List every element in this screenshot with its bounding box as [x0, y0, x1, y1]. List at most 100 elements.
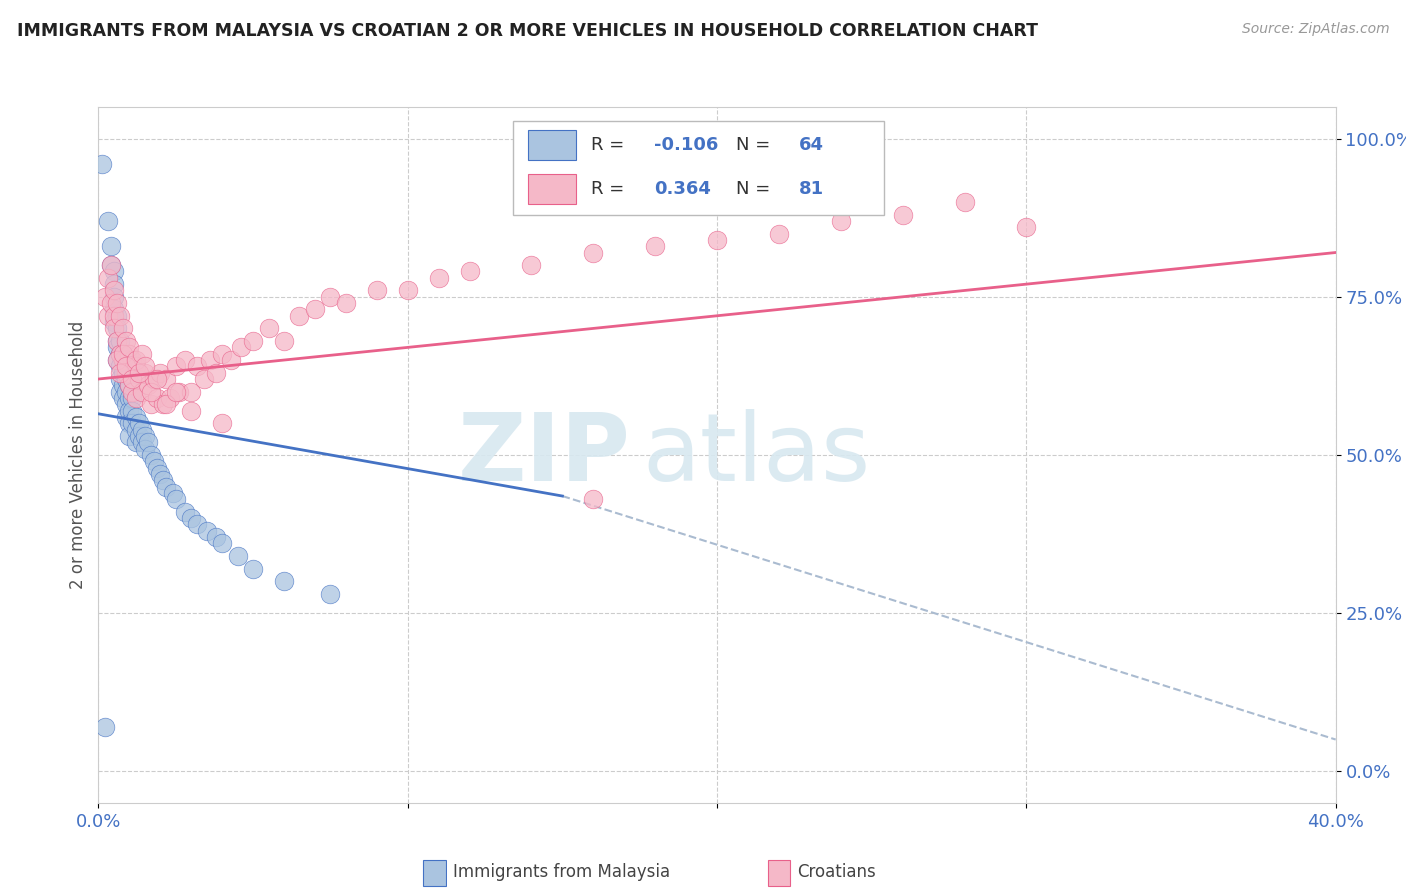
Point — [396, 284, 419, 298]
Point — [118, 340, 141, 354]
Point — [152, 473, 174, 487]
Point — [97, 270, 120, 285]
Point — [105, 334, 128, 348]
Point — [211, 536, 233, 550]
Point — [155, 479, 177, 493]
Point — [108, 372, 131, 386]
Point — [112, 391, 135, 405]
Point — [193, 372, 215, 386]
Point — [273, 334, 295, 348]
Point — [335, 296, 357, 310]
Point — [105, 340, 128, 354]
Text: ZIP: ZIP — [457, 409, 630, 501]
Text: Immigrants from Malaysia: Immigrants from Malaysia — [453, 863, 669, 881]
Point — [167, 384, 190, 399]
Point — [146, 460, 169, 475]
Point — [165, 359, 187, 374]
Point — [124, 353, 146, 368]
Point — [128, 372, 150, 386]
Point — [520, 258, 543, 272]
Point — [319, 587, 342, 601]
Point — [108, 347, 131, 361]
Point — [124, 359, 146, 374]
Point — [103, 315, 125, 329]
Point — [108, 366, 131, 380]
Point — [121, 391, 143, 405]
Point — [139, 397, 162, 411]
Point — [186, 517, 208, 532]
Point — [211, 347, 233, 361]
Point — [112, 321, 135, 335]
Point — [115, 359, 138, 374]
Point — [105, 334, 128, 348]
Point — [105, 321, 128, 335]
Point — [139, 448, 162, 462]
Point — [118, 403, 141, 417]
Point — [366, 284, 388, 298]
Point — [128, 429, 150, 443]
Point — [830, 214, 852, 228]
Point — [136, 435, 159, 450]
Point — [93, 290, 115, 304]
Point — [582, 492, 605, 507]
Point — [706, 233, 728, 247]
Point — [458, 264, 481, 278]
Text: IMMIGRANTS FROM MALAYSIA VS CROATIAN 2 OR MORE VEHICLES IN HOUSEHOLD CORRELATION: IMMIGRANTS FROM MALAYSIA VS CROATIAN 2 O… — [17, 22, 1038, 40]
Point — [103, 302, 125, 317]
Text: atlas: atlas — [643, 409, 872, 501]
Point — [131, 423, 153, 437]
Point — [118, 429, 141, 443]
Point — [159, 391, 181, 405]
Point — [124, 409, 146, 424]
Point — [90, 157, 112, 171]
Point — [229, 340, 252, 354]
Point — [108, 359, 131, 374]
Point — [131, 347, 153, 361]
Point — [100, 239, 122, 253]
Point — [226, 549, 249, 563]
Point — [155, 372, 177, 386]
Point — [143, 454, 166, 468]
Point — [118, 378, 141, 392]
Point — [118, 391, 141, 405]
Point — [146, 391, 169, 405]
Point — [105, 309, 128, 323]
Point — [304, 302, 326, 317]
Point — [257, 321, 280, 335]
Point — [768, 227, 790, 241]
Point — [115, 409, 138, 424]
Point — [103, 284, 125, 298]
Point — [211, 417, 233, 431]
Point — [93, 720, 115, 734]
Point — [131, 435, 153, 450]
Point — [146, 372, 169, 386]
Point — [582, 245, 605, 260]
Point — [115, 366, 138, 380]
Point — [108, 334, 131, 348]
Point — [186, 359, 208, 374]
Point — [162, 486, 184, 500]
Point — [427, 270, 450, 285]
Point — [134, 429, 156, 443]
Point — [174, 353, 197, 368]
Point — [118, 417, 141, 431]
Point — [124, 435, 146, 450]
Point — [115, 334, 138, 348]
Point — [143, 372, 166, 386]
Point — [108, 309, 131, 323]
Point — [112, 347, 135, 361]
Point — [112, 353, 135, 368]
Point — [180, 403, 202, 417]
Point — [288, 309, 311, 323]
Point — [165, 384, 187, 399]
Point — [103, 321, 125, 335]
Point — [115, 397, 138, 411]
Y-axis label: 2 or more Vehicles in Household: 2 or more Vehicles in Household — [69, 321, 87, 589]
Point — [149, 366, 172, 380]
Point — [136, 378, 159, 392]
Point — [121, 403, 143, 417]
Point — [134, 442, 156, 456]
Point — [118, 378, 141, 392]
Point — [105, 353, 128, 368]
Point — [273, 574, 295, 589]
